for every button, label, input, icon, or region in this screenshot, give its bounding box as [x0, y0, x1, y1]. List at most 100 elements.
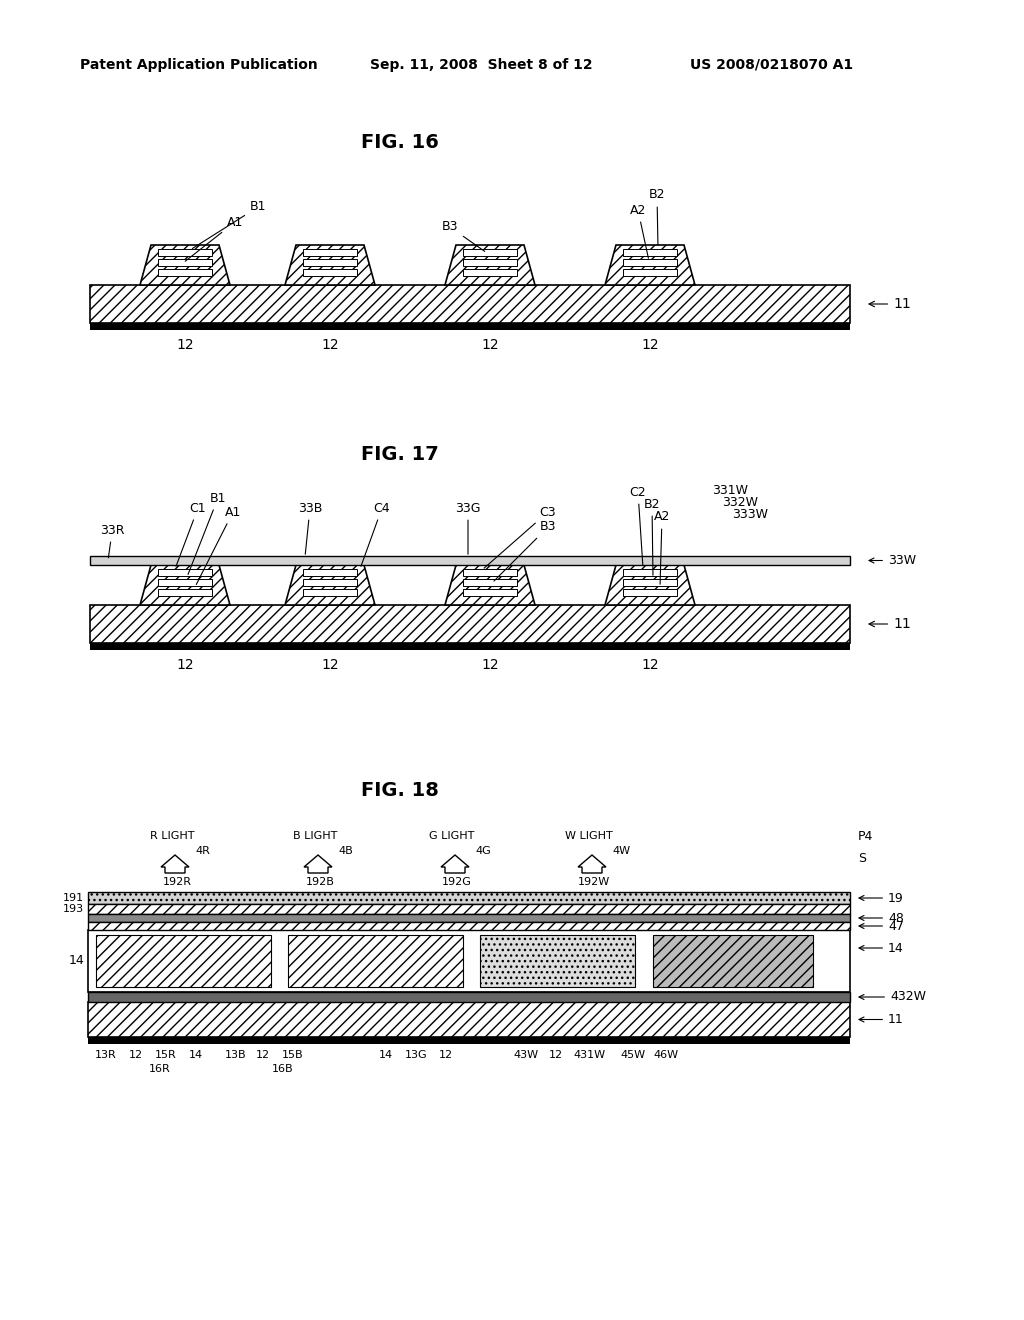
Text: 12: 12	[176, 338, 194, 352]
Bar	[303, 259, 357, 267]
Text: 193: 193	[62, 904, 84, 913]
Text: 12: 12	[176, 657, 194, 672]
Text: FIG. 18: FIG. 18	[361, 780, 439, 800]
Text: 192G: 192G	[442, 876, 472, 887]
Polygon shape	[140, 565, 230, 605]
Bar	[88, 1038, 850, 1044]
Text: 192W: 192W	[578, 876, 610, 887]
Bar	[480, 935, 635, 987]
Text: B3: B3	[494, 520, 556, 581]
Text: 12: 12	[322, 657, 339, 672]
Bar	[463, 249, 517, 256]
Text: 13G: 13G	[404, 1049, 427, 1060]
Bar	[303, 569, 357, 576]
Text: C3: C3	[484, 506, 556, 568]
Bar	[303, 249, 357, 256]
Bar	[90, 556, 850, 565]
Text: 16R: 16R	[150, 1064, 171, 1074]
Bar	[88, 892, 850, 904]
Text: 4W: 4W	[612, 846, 630, 855]
Text: FIG. 16: FIG. 16	[361, 133, 439, 153]
Text: Sep. 11, 2008  Sheet 8 of 12: Sep. 11, 2008 Sheet 8 of 12	[370, 58, 593, 73]
Bar	[88, 993, 850, 1002]
Text: 13R: 13R	[95, 1049, 117, 1060]
Bar	[623, 269, 677, 276]
Text: 12: 12	[129, 1049, 143, 1060]
Bar	[303, 579, 357, 586]
Text: A2: A2	[630, 203, 648, 259]
Bar	[288, 935, 463, 987]
Text: 33R: 33R	[100, 524, 125, 558]
Text: C1: C1	[176, 502, 206, 566]
FancyArrow shape	[161, 855, 189, 873]
Text: 12: 12	[481, 338, 499, 352]
Bar	[623, 259, 677, 267]
Text: 11: 11	[869, 616, 911, 631]
Bar	[158, 259, 212, 267]
Polygon shape	[605, 246, 695, 285]
FancyArrow shape	[304, 855, 332, 873]
Text: S: S	[858, 851, 866, 865]
Bar	[88, 931, 850, 993]
Text: 12: 12	[439, 1049, 453, 1060]
Text: 12: 12	[256, 1049, 270, 1060]
Polygon shape	[445, 246, 535, 285]
Bar	[158, 249, 212, 256]
Bar	[623, 579, 677, 586]
Text: 48: 48	[859, 912, 904, 924]
Text: 14: 14	[859, 941, 904, 954]
Text: 4R: 4R	[195, 846, 210, 855]
Text: 33B: 33B	[298, 502, 323, 554]
Bar	[158, 589, 212, 597]
Bar	[463, 589, 517, 597]
Bar	[303, 269, 357, 276]
Text: G LIGHT: G LIGHT	[429, 832, 475, 841]
Text: B LIGHT: B LIGHT	[293, 832, 337, 841]
Text: 331W: 331W	[712, 483, 748, 496]
Text: B2: B2	[649, 189, 666, 246]
Polygon shape	[285, 246, 375, 285]
Text: 432W: 432W	[859, 990, 926, 1003]
Text: 14: 14	[189, 1049, 203, 1060]
Text: A1: A1	[197, 506, 242, 585]
Text: 332W: 332W	[722, 495, 758, 508]
Polygon shape	[140, 246, 230, 285]
Text: US 2008/0218070 A1: US 2008/0218070 A1	[690, 58, 853, 73]
Bar	[463, 579, 517, 586]
Text: B3: B3	[441, 220, 484, 251]
Text: 19: 19	[859, 891, 904, 904]
Bar	[88, 913, 850, 921]
Bar	[96, 935, 271, 987]
Bar	[623, 569, 677, 576]
Bar	[303, 589, 357, 597]
Text: 15R: 15R	[155, 1049, 177, 1060]
Text: 11: 11	[869, 297, 911, 312]
Text: 15B: 15B	[283, 1049, 304, 1060]
Text: 12: 12	[549, 1049, 563, 1060]
Bar	[90, 323, 850, 330]
Text: 12: 12	[641, 657, 658, 672]
Text: 16B: 16B	[272, 1064, 294, 1074]
Text: 14: 14	[379, 1049, 393, 1060]
Text: 13B: 13B	[225, 1049, 247, 1060]
Text: 11: 11	[859, 1012, 904, 1026]
Text: Patent Application Publication: Patent Application Publication	[80, 58, 317, 73]
Text: 12: 12	[322, 338, 339, 352]
Bar	[158, 269, 212, 276]
Bar	[158, 579, 212, 586]
Bar	[463, 569, 517, 576]
Bar	[158, 569, 212, 576]
Text: 192B: 192B	[305, 876, 335, 887]
Text: 12: 12	[641, 338, 658, 352]
Text: B1: B1	[193, 201, 266, 248]
Text: B2: B2	[644, 498, 660, 576]
Bar	[463, 259, 517, 267]
FancyArrow shape	[441, 855, 469, 873]
Polygon shape	[445, 565, 535, 605]
Text: R LIGHT: R LIGHT	[150, 832, 195, 841]
Text: 12: 12	[481, 657, 499, 672]
Bar	[623, 589, 677, 597]
Text: 333W: 333W	[732, 507, 768, 520]
Bar	[623, 249, 677, 256]
Polygon shape	[285, 565, 375, 605]
